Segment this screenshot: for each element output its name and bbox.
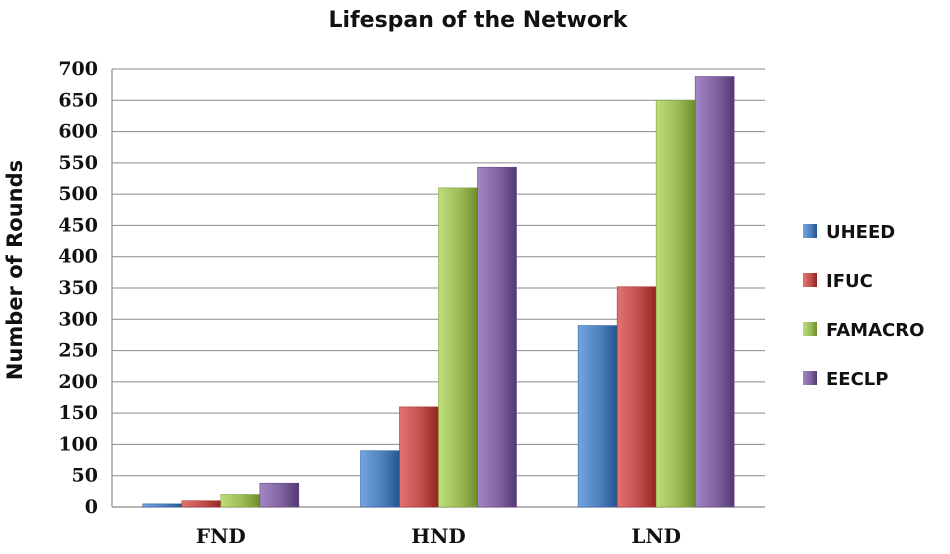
- y-tick-label: 0: [85, 496, 98, 518]
- legend-label-famacro: FAMACRO: [826, 320, 924, 341]
- bar-famacro-hnd: [438, 187, 478, 508]
- bar-famacro-fnd: [220, 494, 261, 508]
- x-tick-label: FND: [196, 524, 246, 548]
- y-tick-label: 50: [72, 465, 98, 487]
- bar-ifuc-hnd: [399, 406, 439, 508]
- y-tick-label: 150: [58, 402, 98, 424]
- bar-famacro-lnd: [655, 99, 696, 508]
- legend: UHEED IFUC FAMACRO EECLP: [803, 222, 924, 390]
- bar-ifuc-fnd: [181, 500, 222, 508]
- y-tick-label: 300: [58, 308, 98, 330]
- y-tick-label: 250: [58, 340, 98, 362]
- legend-swatch-famacro: [803, 322, 817, 336]
- bars: [142, 76, 735, 508]
- y-axis-label: Number of Rounds: [3, 160, 27, 380]
- bar-eeclp-hnd: [477, 166, 517, 508]
- bar-uheed-hnd: [360, 450, 400, 508]
- bar-eeclp-fnd: [259, 482, 300, 508]
- legend-swatch-uheed: [803, 224, 817, 238]
- legend-swatch-ifuc: [803, 273, 817, 287]
- bar-uheed-lnd: [577, 325, 618, 508]
- y-tick-label: 400: [58, 246, 98, 268]
- y-tick-label: 100: [58, 433, 98, 455]
- bar-eeclp-lnd: [694, 76, 735, 508]
- bar-ifuc-lnd: [616, 286, 657, 508]
- y-tick-label: 450: [58, 214, 98, 236]
- x-tick-labels: FND HND LND: [196, 524, 681, 548]
- legend-label-ifuc: IFUC: [826, 271, 873, 292]
- x-tick-label: LND: [631, 524, 681, 548]
- y-tick-label: 200: [58, 371, 98, 393]
- x-tick-label: HND: [411, 524, 466, 548]
- y-tick-label: 500: [58, 183, 98, 205]
- bar-uheed-fnd: [142, 503, 183, 508]
- y-tick-label: 550: [58, 152, 98, 174]
- y-tick-label: 600: [58, 121, 98, 143]
- y-tick-label: 650: [58, 89, 98, 111]
- y-tick-labels: 0 50 100 150 200 250 300 350 400 450 500 550 600 650 7…: [58, 58, 98, 518]
- legend-label-uheed: UHEED: [826, 222, 895, 243]
- chart-title: Lifespan of the Network: [329, 8, 629, 33]
- y-tick-label: 700: [58, 58, 98, 80]
- legend-swatch-eeclp: [803, 371, 817, 385]
- legend-label-eeclp: EECLP: [826, 369, 888, 390]
- y-tick-label: 350: [58, 277, 98, 299]
